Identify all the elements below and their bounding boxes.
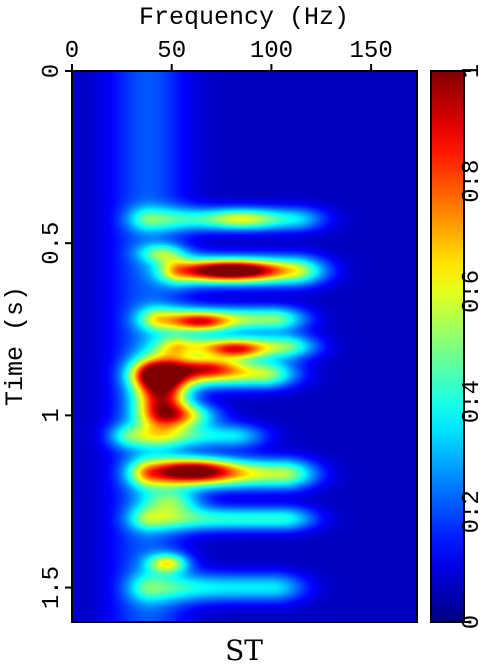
x-tick-label: 100: [250, 38, 293, 65]
chart-caption: ST: [225, 634, 263, 665]
colorbar-tick-label: 0: [459, 615, 486, 629]
x-tick-label: 0: [65, 38, 79, 65]
heatmap-image: [72, 71, 417, 622]
colorbar: [430, 70, 465, 623]
x-axis-label: Frequency (Hz): [139, 3, 349, 32]
y-tick-label: 1: [39, 408, 66, 422]
colorbar-tick-label: 0.6: [459, 270, 486, 313]
x-tick-group: 0 50 100 150: [65, 38, 393, 71]
x-tick-label: 50: [157, 38, 186, 65]
y-tick-label: 0: [39, 64, 66, 78]
colorbar-tick-label: 1: [459, 64, 486, 78]
y-tick-label: 1.5: [39, 566, 66, 609]
x-tick-label: 150: [350, 38, 393, 65]
plot-frame: [71, 70, 418, 623]
colorbar-tick-label: 0.4: [459, 380, 486, 423]
y-axis-label: Time (s): [1, 286, 30, 406]
colorbar-tick-group: 0 0.2 0.4 0.6 0.8 1: [459, 64, 486, 629]
heatmap-area: [72, 71, 417, 622]
colorbar-tick-label: 0.2: [459, 490, 486, 533]
colorbar-tick-label: 0.8: [459, 160, 486, 203]
y-tick-label: 0.5: [39, 222, 66, 265]
y-tick-group: 0 0.5 1 1.5: [39, 64, 72, 609]
